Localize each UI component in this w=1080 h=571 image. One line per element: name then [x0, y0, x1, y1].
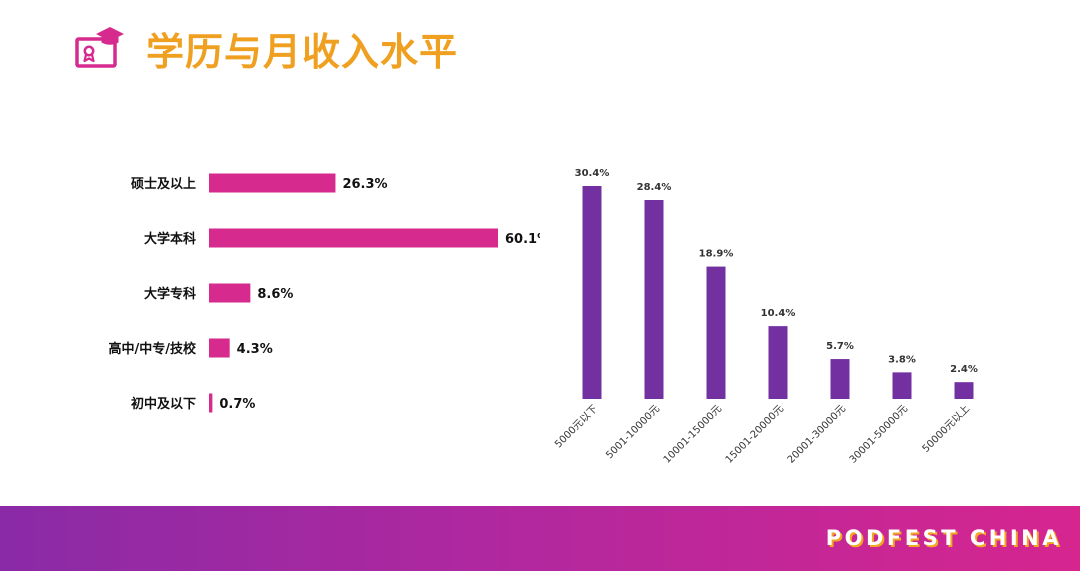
data-label: 8.6% — [257, 287, 293, 302]
tick-label: 5001-10000元 — [604, 403, 662, 461]
bar — [209, 393, 213, 413]
data-label: 4.3% — [237, 342, 273, 357]
bar — [892, 372, 912, 399]
category-label: 大学本科 — [144, 231, 196, 247]
bar — [209, 228, 498, 248]
bar — [830, 359, 850, 399]
data-label: 60.1% — [505, 232, 540, 247]
bar — [644, 200, 664, 399]
brand-name: PODFEST CHINA — [825, 526, 1062, 550]
bar — [954, 382, 974, 399]
education-bar-chart: 硕士及以上 26.3% 大学本科 60.1% 大学专科 8.6% 高中/中专/技校 4.3% 初… — [109, 173, 540, 413]
category-label: 硕士及以上 — [131, 176, 196, 192]
bar — [706, 266, 726, 399]
footer-banner: PODFEST CHINA — [0, 506, 1080, 571]
tick-label: 30001-50000元 — [848, 403, 910, 465]
data-label: 18.9% — [699, 249, 734, 260]
data-label: 28.4% — [637, 182, 672, 193]
bar — [768, 326, 788, 399]
category-label: 高中/中专/技校 — [109, 341, 197, 357]
bar — [209, 283, 251, 303]
page-title: 学历与月收入水平 — [146, 29, 459, 74]
income-bar-chart: 30.4% 5000元以下 28.4% 5001-10000元 18.9% 10001-1… — [553, 168, 978, 466]
certificate-graduation-cap-icon — [75, 27, 124, 68]
data-label: 3.8% — [888, 354, 916, 365]
tick-label: 20001-30000元 — [786, 403, 848, 465]
bar — [209, 338, 230, 358]
bar — [209, 173, 336, 193]
data-label: 0.7% — [219, 397, 255, 412]
category-label: 大学专科 — [144, 286, 196, 302]
data-label: 5.7% — [826, 341, 854, 352]
tick-label: 5000元以下 — [553, 403, 600, 450]
tick-label: 50000元以上 — [920, 403, 972, 455]
data-label: 26.3% — [342, 177, 387, 192]
category-label: 初中及以下 — [131, 396, 196, 412]
tick-label: 15001-20000元 — [724, 403, 786, 465]
data-label: 2.4% — [950, 364, 978, 375]
page-header: 学历与月收入水平 — [74, 22, 458, 74]
data-label: 10.4% — [761, 308, 796, 319]
bar — [582, 186, 602, 399]
data-label: 30.4% — [575, 168, 610, 179]
tick-label: 10001-15000元 — [662, 403, 724, 465]
